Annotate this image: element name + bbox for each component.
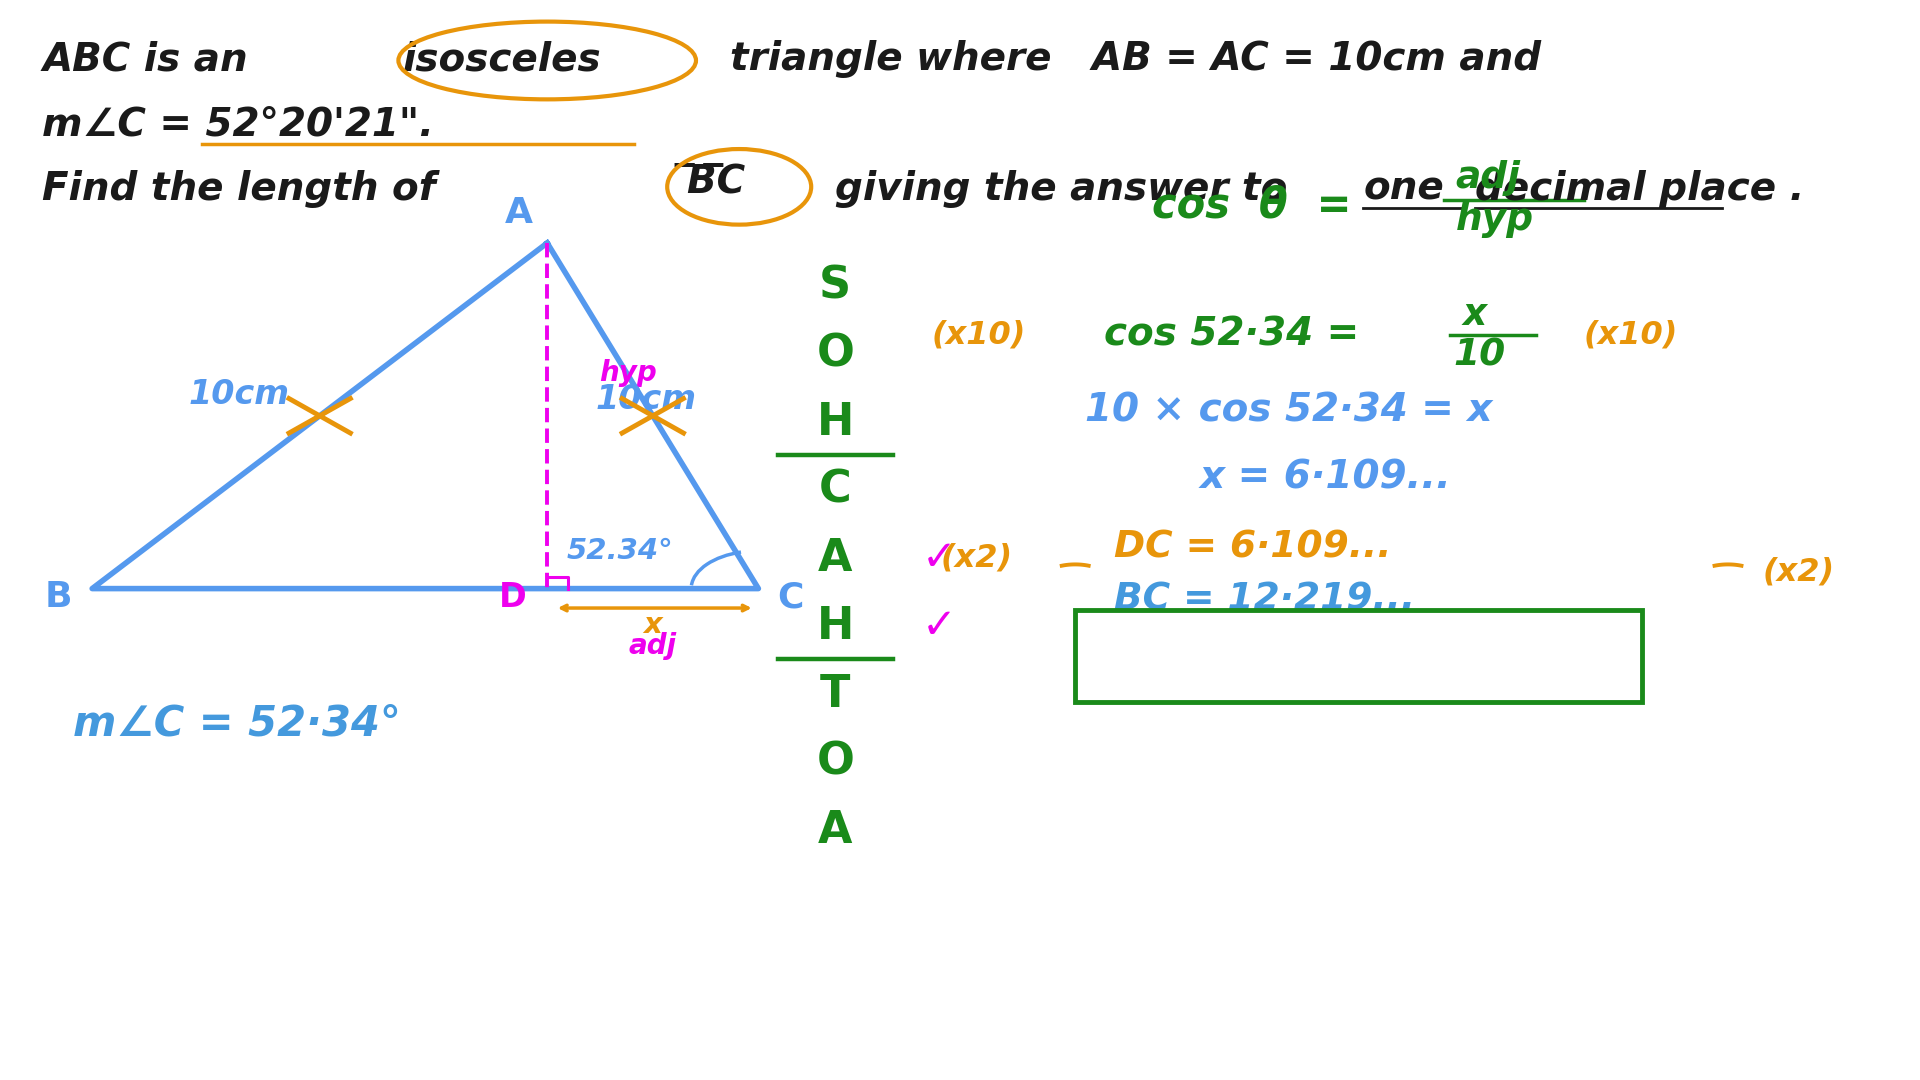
Text: isosceles: isosceles	[403, 40, 601, 79]
Text: decimal place .: decimal place .	[1475, 170, 1805, 208]
Text: H: H	[816, 605, 854, 648]
Text: cos 52·34 =: cos 52·34 =	[1104, 315, 1359, 354]
Text: DC = 6·109...: DC = 6·109...	[1114, 529, 1392, 566]
Text: 10 × cos 52·34 = x: 10 × cos 52·34 = x	[1085, 391, 1492, 430]
Text: Find the length of: Find the length of	[42, 170, 436, 208]
Text: cos  θ  =: cos θ =	[1152, 185, 1352, 226]
Text: 52.34°: 52.34°	[566, 537, 674, 565]
Text: D: D	[499, 581, 526, 613]
Text: x: x	[643, 611, 662, 639]
Text: 10: 10	[1453, 337, 1505, 374]
Text: 10cm: 10cm	[188, 378, 290, 410]
Text: O: O	[816, 741, 854, 784]
Text: A: A	[818, 809, 852, 852]
Text: BC = 12·2cm: BC = 12·2cm	[1210, 635, 1507, 677]
Text: ABC is an: ABC is an	[42, 40, 248, 79]
Text: BC = 12·219...: BC = 12·219...	[1114, 581, 1415, 618]
Text: x: x	[1463, 297, 1488, 334]
Text: S: S	[820, 265, 851, 308]
Text: ✓: ✓	[922, 538, 956, 579]
Text: (x2): (x2)	[1763, 557, 1836, 588]
Text: 10cm: 10cm	[595, 383, 697, 416]
Text: C: C	[778, 580, 804, 615]
Text: m∠C = 52°20'21".: m∠C = 52°20'21".	[42, 105, 434, 144]
Text: H: H	[816, 401, 854, 444]
Text: ✓: ✓	[922, 606, 956, 647]
Text: triangle where   AB = AC = 10cm and: triangle where AB = AC = 10cm and	[730, 40, 1540, 79]
Text: x = 6·109...: x = 6·109...	[1200, 458, 1452, 497]
Text: hyp: hyp	[599, 359, 657, 387]
Text: giving the answer to: giving the answer to	[835, 170, 1288, 208]
Text: adj: adj	[1455, 160, 1521, 197]
Text: T: T	[820, 673, 851, 716]
Text: A: A	[505, 195, 532, 230]
Text: ̅B̅C: ̅B̅C	[687, 162, 745, 201]
Text: hyp: hyp	[1455, 202, 1534, 239]
FancyBboxPatch shape	[1075, 610, 1642, 702]
Text: C: C	[818, 469, 852, 512]
Text: one: one	[1363, 170, 1444, 208]
Text: B: B	[44, 580, 71, 615]
Text: (x10): (x10)	[1584, 320, 1678, 350]
Text: (x10): (x10)	[931, 320, 1025, 350]
Text: O: O	[816, 333, 854, 376]
Text: A: A	[818, 537, 852, 580]
Text: (x2): (x2)	[941, 543, 1014, 573]
Text: m∠C = 52·34°: m∠C = 52·34°	[73, 703, 401, 744]
Text: adj: adj	[628, 632, 678, 660]
